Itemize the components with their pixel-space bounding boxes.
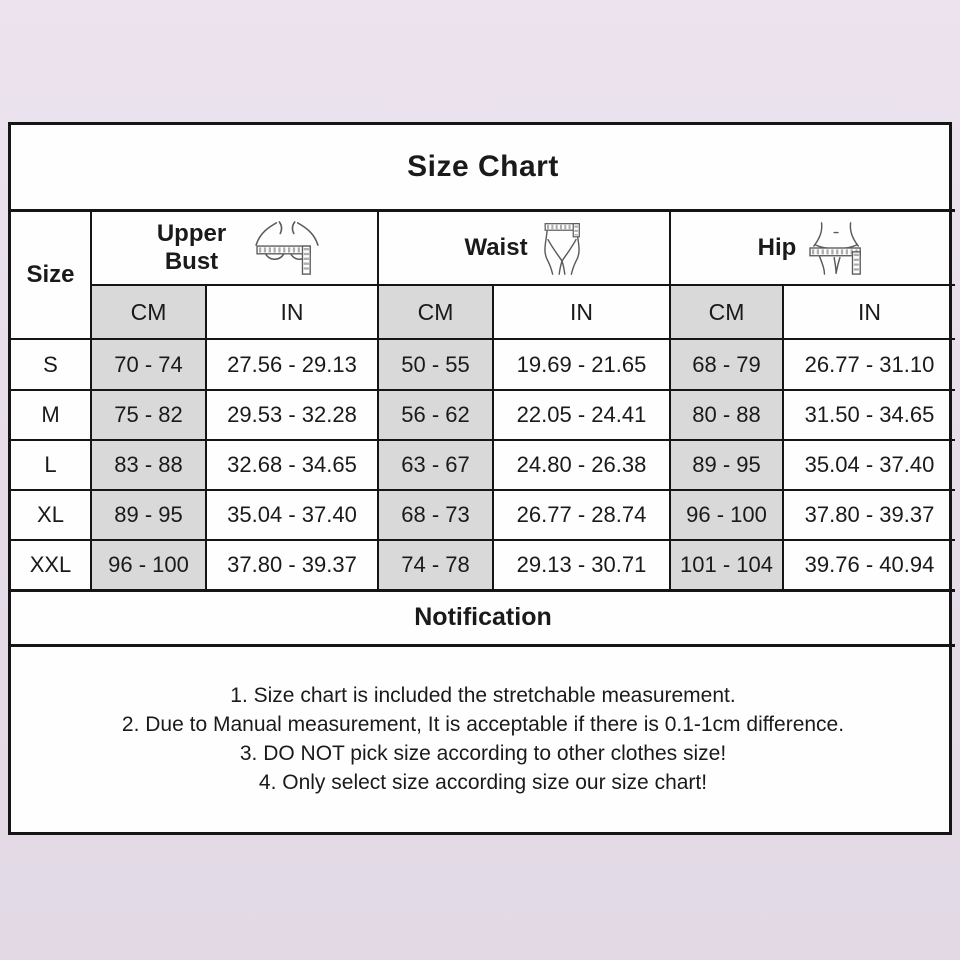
table-row-xxl: XXL 96 - 100 37.80 - 39.37 74 - 78 29.13… <box>11 539 956 591</box>
table-row-l: L 83 - 88 32.68 - 34.65 63 - 67 24.80 - … <box>11 439 956 491</box>
hip-cm-value: 89 - 95 <box>669 439 784 491</box>
waist-in-value: 22.05 - 24.41 <box>492 389 671 441</box>
note-line-3: 3. DO NOT pick size according to other c… <box>239 742 727 766</box>
hip-in-value: 37.80 - 39.37 <box>781 489 956 541</box>
bust-in-value: 35.04 - 37.40 <box>205 489 379 541</box>
unit-header-hip-in: IN <box>781 284 956 340</box>
waist-cm-value: 50 - 55 <box>377 338 494 391</box>
bust-cm-value: 75 - 82 <box>90 389 207 441</box>
hip-cm-value: 80 - 88 <box>669 389 784 441</box>
note-line-2: 2. Due to Manual measurement, It is acce… <box>121 713 845 737</box>
waist-in-value: 26.77 - 28.74 <box>492 489 671 541</box>
column-group-hip: Hip <box>668 209 956 286</box>
bust-cm-value: 96 - 100 <box>90 539 207 591</box>
bust-measure-icon <box>250 219 324 277</box>
waist-cm-value: 63 - 67 <box>377 439 494 491</box>
hip-cm-value: 68 - 79 <box>669 338 784 391</box>
waist-cm-value: 68 - 73 <box>377 489 494 541</box>
note-line-1: 1. Size chart is included the stretchabl… <box>230 684 736 708</box>
waist-in-value: 19.69 - 21.65 <box>492 338 671 391</box>
table-row-m: M 75 - 82 29.53 - 32.28 56 - 62 22.05 - … <box>11 389 956 441</box>
bust-cm-value: 70 - 74 <box>90 338 207 391</box>
unit-header-hip-cm: CM <box>669 284 784 340</box>
column-group-waist: Waist <box>377 209 671 286</box>
size-value: M <box>11 389 92 441</box>
notification-title: Notification <box>11 588 956 647</box>
hip-in-value: 31.50 - 34.65 <box>781 389 956 441</box>
waist-label: Waist <box>464 233 528 261</box>
hip-measure-icon <box>808 220 868 276</box>
size-value: S <box>11 338 92 391</box>
column-group-upper-bust: Upper Bust <box>90 209 379 286</box>
waist-cm-value: 74 - 78 <box>377 539 494 591</box>
waist-cm-value: 56 - 62 <box>377 389 494 441</box>
size-value: XL <box>11 489 92 541</box>
notification-notes: 1. Size chart is included the stretchabl… <box>11 644 956 832</box>
waist-in-value: 24.80 - 26.38 <box>492 439 671 491</box>
column-header-size: Size <box>11 209 92 340</box>
size-chart-table: Size Chart Size Upper Bust <box>11 125 956 832</box>
unit-header-waist-cm: CM <box>377 284 494 340</box>
waist-in-value: 29.13 - 30.71 <box>492 539 671 591</box>
table-row-xl: XL 89 - 95 35.04 - 37.40 68 - 73 26.77 -… <box>11 489 956 541</box>
unit-header-waist-in: IN <box>492 284 671 340</box>
hip-label: Hip <box>757 233 797 261</box>
hip-cm-value: 101 - 104 <box>669 539 784 591</box>
hip-in-value: 35.04 - 37.40 <box>781 439 956 491</box>
bust-cm-value: 89 - 95 <box>90 489 207 541</box>
bust-in-value: 29.53 - 32.28 <box>205 389 379 441</box>
bust-in-value: 27.56 - 29.13 <box>205 338 379 391</box>
table-row-s: S 70 - 74 27.56 - 29.13 50 - 55 19.69 - … <box>11 338 956 391</box>
unit-header-bust-in: IN <box>205 284 379 340</box>
size-chart-panel: Size Chart Size Upper Bust <box>8 122 956 835</box>
size-value: L <box>11 439 92 491</box>
hip-cm-value: 96 - 100 <box>669 489 784 541</box>
page-title: Size Chart <box>11 125 956 212</box>
bust-cm-value: 83 - 88 <box>90 439 207 491</box>
waist-measure-icon <box>540 219 584 277</box>
bust-in-value: 32.68 - 34.65 <box>205 439 379 491</box>
bust-in-value: 37.80 - 39.37 <box>205 539 379 591</box>
size-value: XXL <box>11 539 92 591</box>
hip-in-value: 39.76 - 40.94 <box>781 539 956 591</box>
hip-in-value: 26.77 - 31.10 <box>781 338 956 391</box>
unit-header-bust-cm: CM <box>91 284 207 340</box>
note-line-4: 4. Only select size according size our s… <box>258 771 708 795</box>
upper-bust-label: Upper Bust <box>156 220 227 275</box>
